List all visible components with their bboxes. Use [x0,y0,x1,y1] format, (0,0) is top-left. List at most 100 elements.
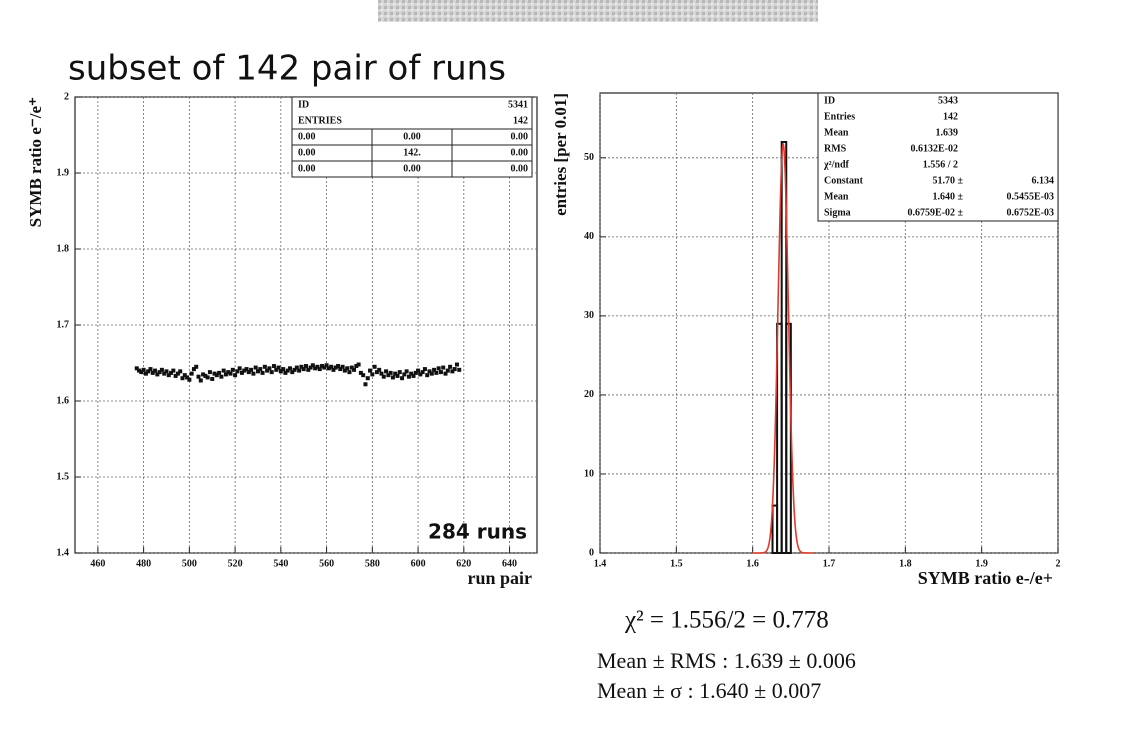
data-point [436,366,441,371]
data-point [143,371,148,376]
y-tick-label: 2 [64,91,69,102]
data-point [345,366,350,371]
data-point [214,373,219,378]
data-point [301,367,306,372]
data-point [141,367,146,372]
y-tick-label: 1.9 [57,167,70,178]
data-point [425,373,430,378]
x-tick-label: 640 [502,558,517,569]
data-point [306,367,311,372]
stats-text: 0.5455E-03 [1007,191,1055,202]
x-tick-label: 540 [273,558,288,569]
data-point [212,371,217,376]
data-point [166,373,171,378]
stats-text: ENTRIES [298,115,342,126]
data-point [411,373,416,378]
data-point [169,370,174,375]
data-point [274,367,279,372]
data-point [438,370,443,375]
data-point [347,370,352,375]
data-point [219,374,224,379]
x-tick-label: 580 [365,558,380,569]
data-point [228,371,233,376]
y-tick-label: 0 [589,547,594,558]
data-point [171,368,176,373]
data-point [342,368,347,373]
data-point [235,369,240,374]
stats-text: 1.556 / 2 [923,159,958,170]
data-point [278,369,283,374]
data-point [182,373,187,378]
data-point [265,368,270,373]
data-point [221,368,226,373]
x-tick-label: 500 [182,558,197,569]
data-point [404,369,409,374]
data-point [153,368,158,373]
data-point [210,376,215,381]
data-point [331,367,336,372]
data-point [246,370,251,375]
stats-text: 0.00 [511,147,529,158]
slide-title: subset of 142 pair of runs [68,49,506,89]
data-point [253,365,258,370]
data-point [233,373,238,378]
data-point [445,368,450,373]
data-point [260,370,265,375]
stats-text: χ²/ndf [823,159,850,170]
data-point [134,366,139,371]
data-point [317,367,322,372]
data-point [164,369,169,374]
data-point [409,371,414,376]
data-point [406,374,411,379]
data-point [370,372,375,377]
y-tick-label: 10 [584,468,594,479]
x-tick-label: 1.6 [746,558,759,569]
x-tick-label: 620 [456,558,471,569]
stats-box [817,92,1059,222]
data-point [322,365,327,370]
x-tick-label: 600 [411,558,426,569]
data-point [358,370,363,375]
data-point [258,367,263,372]
data-point [137,368,142,373]
data-point [356,362,361,367]
fit-curve [752,142,815,554]
data-point [448,364,453,369]
data-point [397,370,402,375]
data-point [207,370,212,375]
data-point [416,368,421,373]
data-point [159,367,164,372]
data-point [400,376,405,381]
fit-summary: Mean ± σ : 1.640 ± 0.007 [597,678,821,703]
data-point [338,367,343,372]
data-point [349,365,354,370]
x-tick-label: 1.4 [594,558,607,569]
y-tick-label: 1.5 [57,471,70,482]
data-point [194,364,199,369]
data-point [198,378,203,383]
stats-text: 5341 [508,99,528,110]
x-tick-label: 520 [228,558,243,569]
data-point [287,366,292,371]
data-point [162,371,167,376]
stats-text: 1.639 [936,127,959,138]
data-point [329,364,334,369]
y-tick-label: 1.4 [57,547,70,558]
y-axis-label: entries [per 0.01] [551,93,570,216]
data-point [189,371,194,376]
y-tick-label: 30 [584,310,594,321]
data-point [443,371,448,376]
data-point [180,376,185,381]
stats-text: 0.00 [403,131,421,142]
stats-text: 5343 [938,95,958,106]
data-point [363,382,368,387]
y-tick-label: 20 [584,389,594,400]
x-tick-label: 1.9 [975,558,988,569]
x-axis-label: SYMB ratio e-/e+ [918,568,1053,588]
data-point [255,369,260,374]
data-point [365,376,370,381]
data-point [251,371,256,376]
data-point [187,377,192,382]
stats-text: 0.6752E-03 [1007,207,1055,218]
stats-text: Mean [824,191,849,202]
